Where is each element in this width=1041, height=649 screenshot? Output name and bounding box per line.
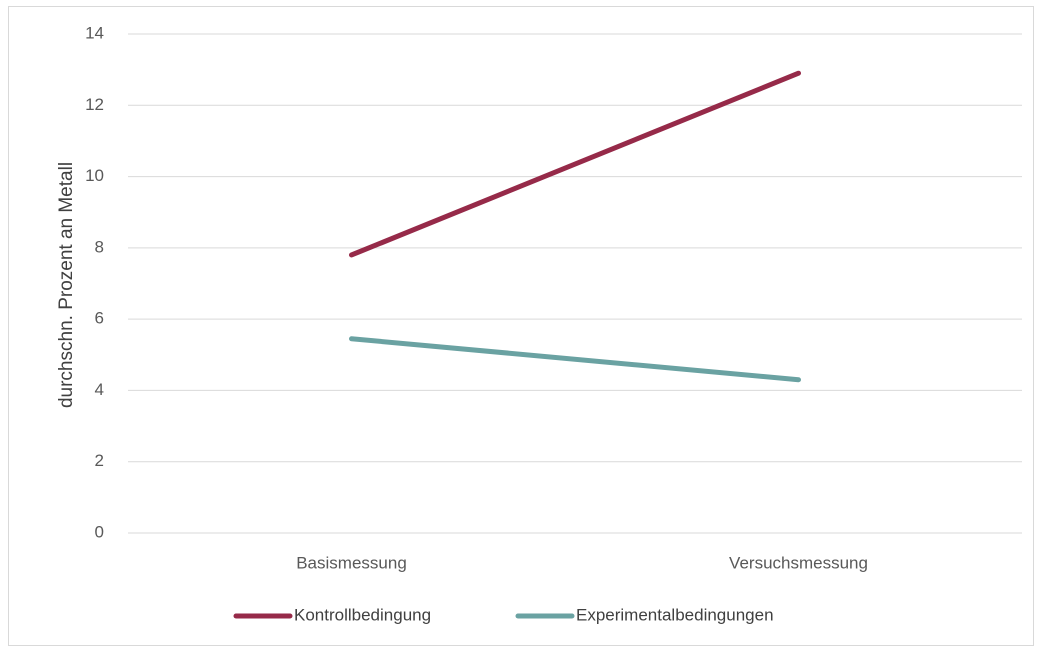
x-tick-label-2: Versuchsmessung — [729, 553, 868, 572]
y-tick-label-12: 12 — [85, 95, 104, 114]
y-tick-label-14: 14 — [85, 23, 104, 42]
y-axis-title: durchschn. Prozent an Metall — [56, 162, 77, 408]
gridlines — [128, 33, 1022, 534]
series-line-2 — [349, 336, 801, 383]
y-tick-label-0: 0 — [95, 522, 104, 541]
y-tick-label-4: 4 — [95, 380, 104, 399]
y-tick-label-2: 2 — [95, 451, 104, 470]
legend: Kontrollbedingung Experimentalbedingungen — [233, 605, 774, 624]
y-axis-ticks: 0 2 4 6 8 10 12 14 — [85, 23, 104, 541]
legend-label-1: Kontrollbedingung — [294, 605, 431, 624]
y-tick-label-8: 8 — [95, 237, 104, 256]
y-tick-label-6: 6 — [95, 309, 104, 328]
x-tick-label-1: Basismessung — [296, 553, 407, 572]
series-lines — [349, 70, 801, 383]
series-line-1 — [349, 70, 801, 258]
x-axis-ticks: Basismessung Versuchsmessung — [296, 553, 868, 572]
chart-frame — [8, 6, 1034, 646]
y-tick-label-10: 10 — [85, 166, 104, 185]
legend-label-2: Experimentalbedingungen — [576, 605, 774, 624]
